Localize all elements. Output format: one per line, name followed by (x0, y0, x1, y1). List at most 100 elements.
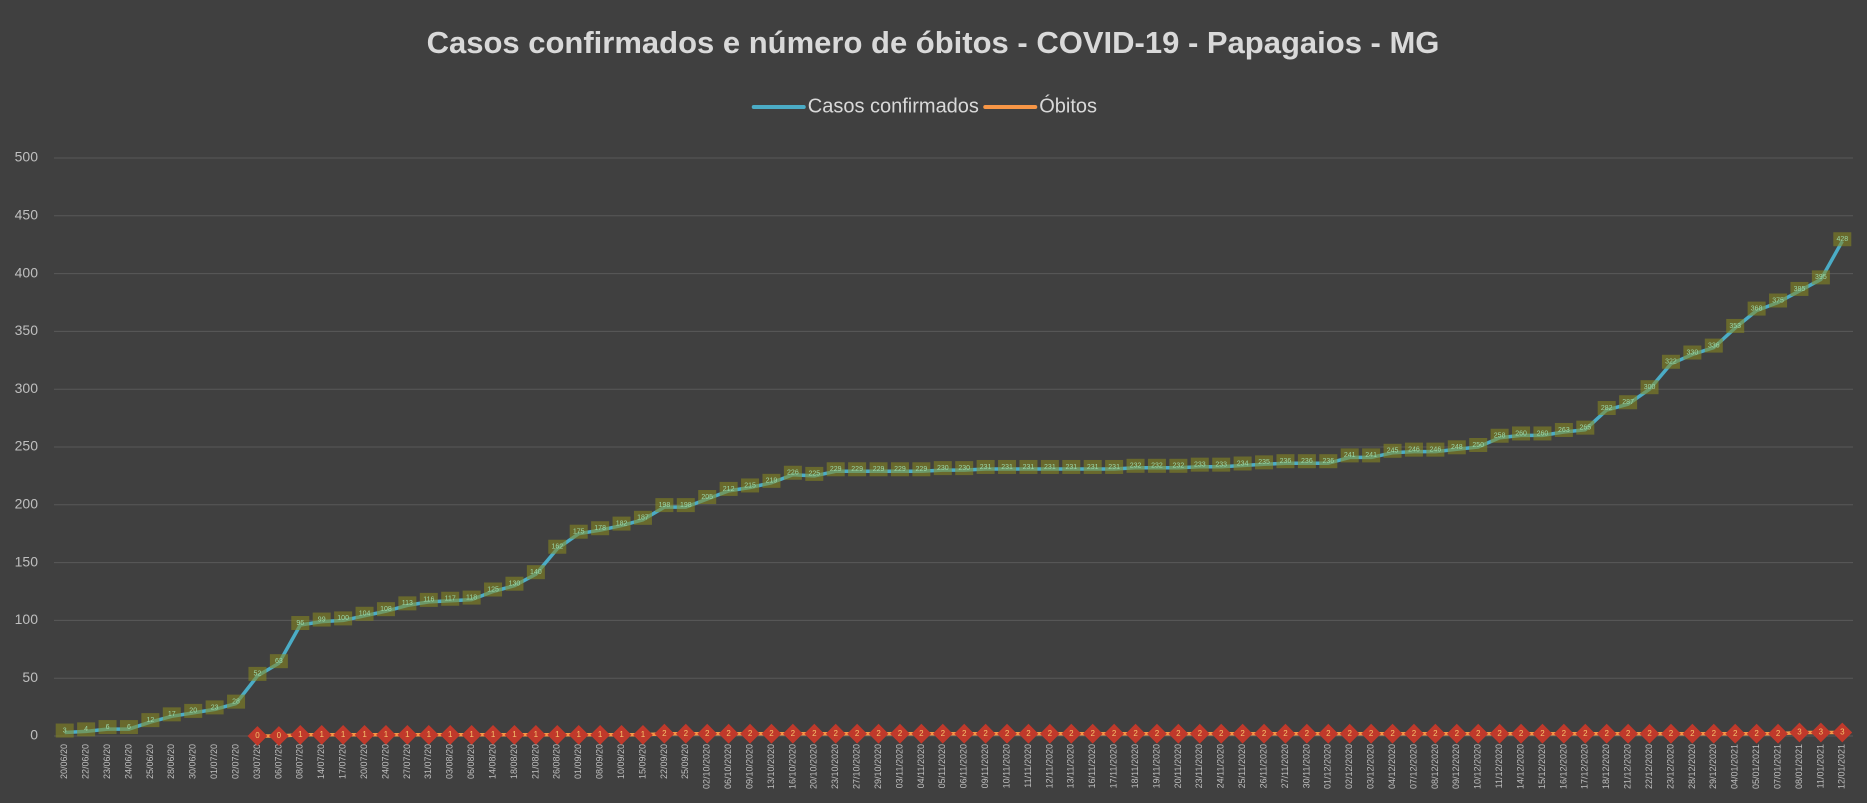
x-tick-label: 05/01/2021 (1751, 744, 1761, 789)
x-tick-label: 24/07/20 (380, 744, 390, 779)
x-tick-label: 13/11/2020 (1066, 744, 1076, 788)
x-tick-label: 14/08/20 (487, 744, 497, 779)
data-label: 198 (680, 502, 692, 509)
data-label: 2 (876, 729, 881, 738)
x-tick-label: 18/11/2020 (1130, 744, 1140, 788)
data-label: 20 (189, 708, 197, 715)
data-label: 2 (1497, 729, 1502, 738)
label-glow (783, 465, 802, 480)
data-point (975, 723, 996, 744)
data-label: 229 (830, 466, 842, 473)
label-glow (419, 592, 438, 607)
label-glow (1554, 422, 1573, 437)
label-glow (1597, 401, 1616, 416)
data-label: 2 (748, 729, 753, 738)
data-label: 322 (1665, 359, 1677, 366)
data-label: 2 (919, 729, 924, 738)
data-point (1746, 723, 1767, 744)
label-glow (1769, 293, 1788, 308)
data-label: 2 (1669, 729, 1674, 738)
data-point (1810, 722, 1831, 743)
x-tick-label: 23/12/2020 (1665, 744, 1675, 789)
label-glow (1704, 338, 1723, 353)
data-point (1768, 723, 1788, 744)
label-glow (1062, 459, 1081, 474)
label-glow (762, 473, 781, 488)
data-label: 260 (1515, 430, 1527, 437)
label-glow (184, 703, 203, 718)
data-point (1254, 723, 1274, 744)
data-label: 250 (1472, 442, 1484, 449)
x-tick-label: 02/10/2020 (702, 744, 712, 789)
x-tick-label: 24/11/2020 (1216, 744, 1226, 788)
data-label: 108 (380, 606, 392, 613)
data-label: 116 (423, 597, 434, 604)
data-label: 187 (637, 515, 649, 522)
x-tick-label: 22/06/20 (81, 744, 91, 779)
data-label: 2 (962, 729, 967, 738)
data-label: 1 (641, 730, 646, 739)
x-tick-label: 29/10/2020 (873, 744, 883, 789)
y-tick-label: 400 (15, 264, 39, 280)
data-label: 219 (766, 478, 778, 485)
data-label: 230 (958, 465, 970, 472)
data-label: 2 (1262, 729, 1267, 738)
label-glow (1319, 454, 1338, 469)
label-glow (376, 602, 395, 617)
data-label: 1 (319, 730, 324, 739)
label-glow (1190, 457, 1209, 472)
y-tick-label: 250 (15, 438, 39, 454)
data-point (1296, 723, 1317, 744)
data-point (1661, 723, 1681, 744)
data-point (1446, 723, 1467, 744)
label-glow (291, 616, 310, 631)
legend-label: Óbitos (1039, 94, 1097, 117)
data-label: 2 (1390, 729, 1395, 738)
data-label: 96 (296, 620, 304, 627)
data-label: 2 (1048, 729, 1053, 738)
data-label: 428 (1836, 236, 1848, 243)
label-glow (741, 478, 760, 493)
data-label: 241 (1365, 452, 1377, 459)
x-tick-label: 03/12/2020 (1366, 744, 1376, 789)
data-point (1489, 723, 1510, 744)
data-point (825, 723, 846, 744)
x-tick-label: 01/07/20 (209, 744, 219, 779)
data-point (1575, 723, 1596, 744)
x-tick-label: 18/08/20 (509, 744, 519, 779)
x-tick-label: 11/11/2020 (1023, 744, 1033, 788)
data-label: 2 (1476, 729, 1481, 738)
data-label: 2 (726, 729, 731, 738)
label-glow (1040, 459, 1059, 474)
x-tick-label: 17/07/20 (338, 744, 348, 779)
label-glow (1105, 459, 1124, 474)
label-glow (1661, 354, 1680, 369)
data-label: 231 (1044, 464, 1056, 471)
y-tick-label: 0 (30, 727, 38, 743)
label-glow (141, 713, 160, 728)
data-label: 63 (275, 658, 283, 665)
data-point (376, 724, 396, 745)
data-label: 375 (1772, 297, 1784, 304)
data-label: 2 (855, 729, 860, 738)
data-label: 0 (255, 731, 260, 740)
data-label: 104 (359, 611, 371, 618)
data-point (911, 723, 932, 744)
label-glow (719, 481, 738, 496)
x-tick-label: 15/12/2020 (1537, 744, 1547, 789)
label-glow (569, 524, 588, 539)
data-point (1104, 723, 1125, 744)
data-label: 260 (1537, 430, 1549, 437)
data-point (1425, 723, 1446, 744)
data-label: 229 (873, 466, 885, 473)
data-label: 233 (1194, 461, 1206, 468)
label-glow (1383, 443, 1402, 458)
x-tick-label: 30/06/20 (188, 744, 198, 779)
label-glow (955, 461, 974, 476)
label-glow (1426, 442, 1445, 457)
x-tick-label: 07/01/2021 (1772, 744, 1782, 789)
label-glow (912, 462, 931, 477)
label-glow (1169, 458, 1188, 473)
data-label: 236 (1322, 458, 1334, 465)
